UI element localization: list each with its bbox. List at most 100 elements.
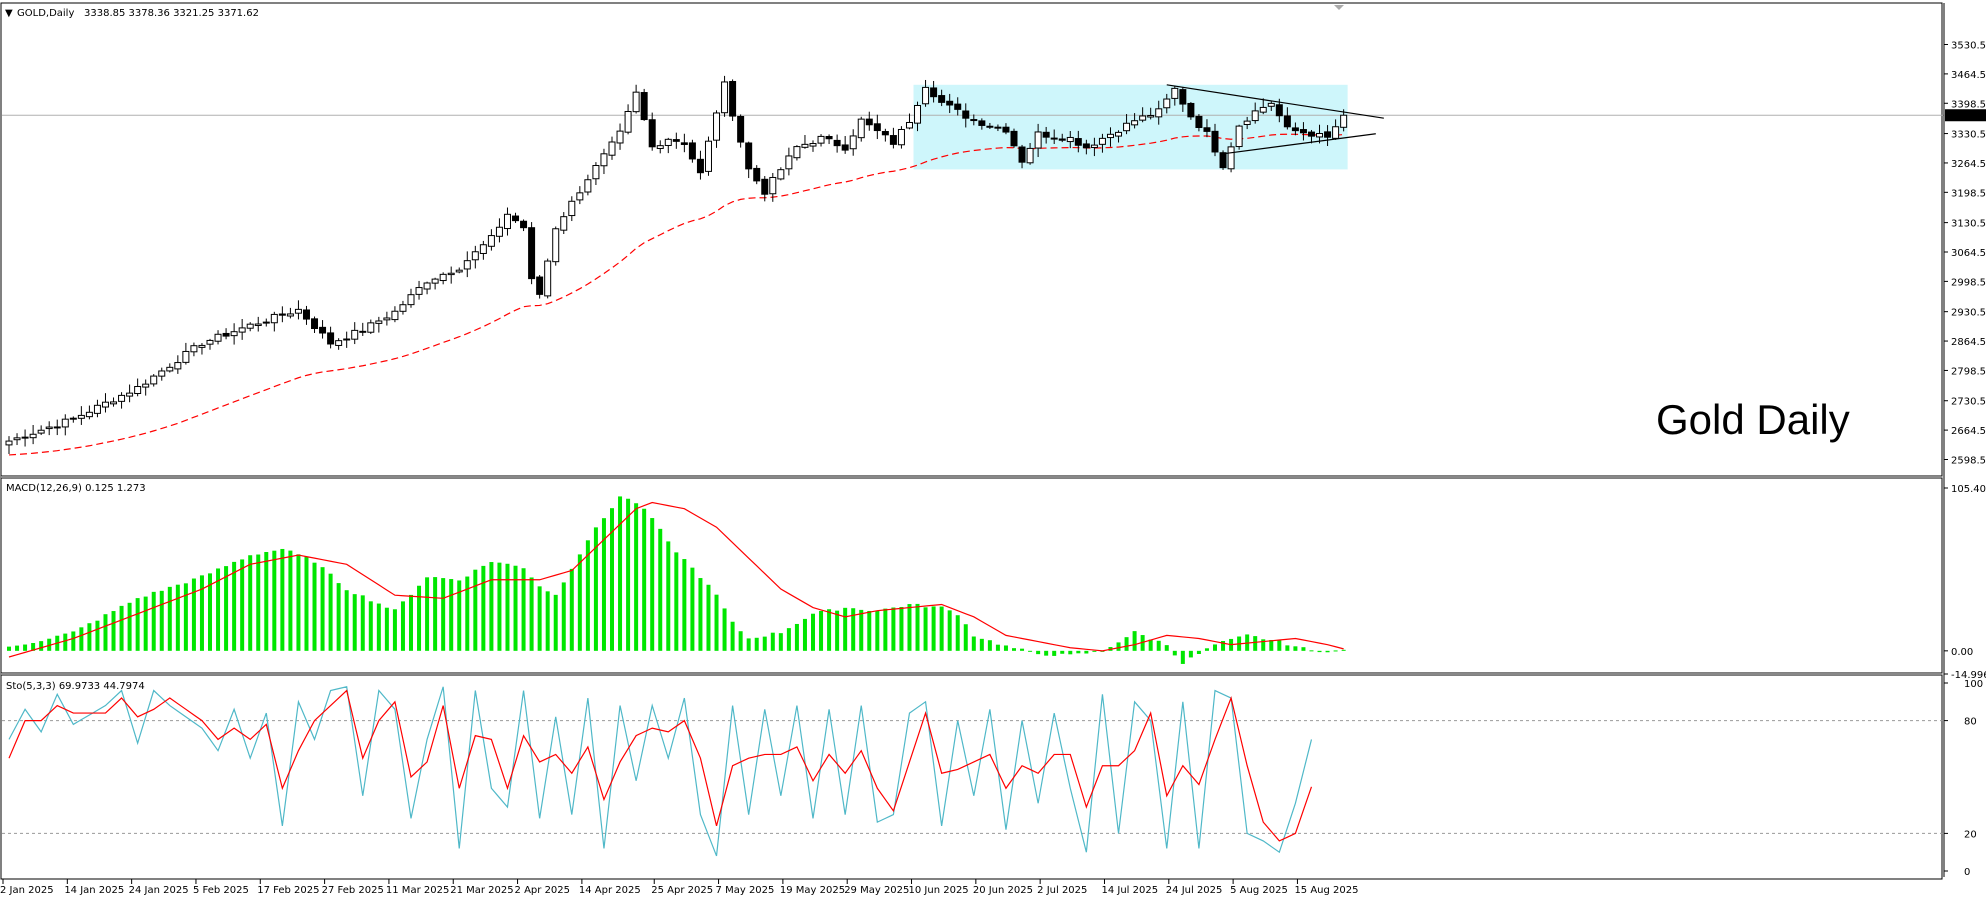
macd-bar xyxy=(1092,650,1097,652)
candle-body xyxy=(463,260,471,270)
symbol-menu-arrow[interactable]: ▼ xyxy=(5,8,13,19)
chart-shift-marker[interactable] xyxy=(1334,5,1344,10)
candle-body xyxy=(222,332,230,337)
candle-body xyxy=(1332,126,1340,139)
macd-bar xyxy=(39,641,44,651)
macd-bar xyxy=(843,607,848,651)
date-tick-label: 2 Apr 2025 xyxy=(515,885,570,896)
macd-histogram xyxy=(7,496,1346,664)
macd-bar xyxy=(135,598,140,651)
candle-body xyxy=(552,228,560,263)
macd-bar xyxy=(1196,650,1201,654)
macd-bar xyxy=(127,602,132,651)
macd-bar xyxy=(1188,650,1193,658)
macd-bar xyxy=(730,621,735,651)
candle-body xyxy=(777,169,785,180)
macd-bar xyxy=(7,646,11,651)
candle-body xyxy=(311,318,319,330)
macd-bar xyxy=(939,606,944,651)
macd-bar xyxy=(698,578,703,651)
candle-body xyxy=(753,167,761,182)
candle-body xyxy=(29,433,37,439)
macd-bar xyxy=(481,565,486,651)
macd-bar xyxy=(722,608,727,651)
macd-bar xyxy=(1148,639,1153,651)
macd-bar xyxy=(280,548,285,651)
ohlc-header: 3338.85 3378.36 3321.25 3371.62 xyxy=(84,8,259,19)
macd-bar xyxy=(256,554,261,651)
candle-body xyxy=(101,401,109,408)
candle-body xyxy=(922,86,930,105)
date-tick-label: 2 Jan 2025 xyxy=(0,885,54,896)
macd-bar xyxy=(851,608,856,651)
price-tick-label: 3264.50 xyxy=(1951,159,1986,170)
candles-group xyxy=(5,75,1348,454)
price-tick-label: 2664.50 xyxy=(1951,426,1986,437)
macd-bar xyxy=(1204,648,1209,651)
candle-body xyxy=(520,220,528,229)
macd-bar xyxy=(529,577,534,651)
macd-bar xyxy=(802,618,807,651)
candle-body xyxy=(1291,127,1299,132)
candle-body xyxy=(1115,131,1123,137)
candle-body xyxy=(1235,125,1243,148)
macd-bar xyxy=(1084,650,1089,654)
candle-body xyxy=(1195,115,1203,129)
candle-body xyxy=(69,417,77,420)
macd-bar xyxy=(778,633,783,651)
macd-bar xyxy=(642,508,647,651)
macd-bar xyxy=(1020,648,1025,651)
macd-bar xyxy=(272,550,277,651)
stoch-tick-label: 80 xyxy=(1964,717,1977,728)
macd-bar xyxy=(63,633,68,651)
candle-body xyxy=(592,165,600,180)
macd-bar xyxy=(248,555,253,651)
candle-body xyxy=(407,294,415,306)
macd-bar xyxy=(368,601,373,651)
macd-bar xyxy=(465,576,470,651)
macd-bar xyxy=(1269,639,1274,651)
candle-body xyxy=(61,418,69,428)
candle-body xyxy=(584,179,592,193)
candle-body xyxy=(841,144,849,151)
macd-bar xyxy=(15,645,20,651)
macd-bar xyxy=(875,610,880,651)
date-tick-label: 15 Aug 2025 xyxy=(1294,885,1358,896)
date-axis: 2 Jan 2025 14 Jan 2025 24 Jan 2025 5 Feb 20… xyxy=(0,878,1942,896)
candle-body xyxy=(1163,98,1171,109)
candle-body xyxy=(343,338,351,341)
candle-body xyxy=(600,153,608,167)
macd-bar xyxy=(224,566,229,651)
macd-bar xyxy=(457,580,462,651)
candle-body xyxy=(214,333,222,342)
macd-bar xyxy=(1003,645,1008,651)
candle-body xyxy=(1283,115,1291,128)
candle-body xyxy=(367,322,375,333)
macd-bar xyxy=(352,594,357,651)
price-tick-label: 2598.50 xyxy=(1951,456,1986,467)
candle-body xyxy=(1243,120,1251,126)
macd-bar xyxy=(770,632,775,651)
macd-bar xyxy=(95,620,100,651)
macd-bar xyxy=(360,595,365,651)
candle-body xyxy=(319,326,327,334)
macd-bar xyxy=(1132,631,1137,651)
macd-bar xyxy=(891,607,896,651)
candle-body xyxy=(1299,129,1307,134)
macd-bar xyxy=(1317,650,1322,653)
macd-bar xyxy=(955,615,960,651)
candle-body xyxy=(962,110,970,119)
candle-body xyxy=(536,276,544,295)
macd-bar xyxy=(674,552,679,651)
candle-body xyxy=(889,135,897,145)
candle-body xyxy=(576,192,584,201)
candle-body xyxy=(399,304,407,312)
candle-body xyxy=(881,131,889,136)
candle-body xyxy=(994,126,1002,129)
candle-body xyxy=(278,313,286,316)
macd-bar xyxy=(907,604,912,651)
candle-body xyxy=(616,130,624,144)
macd-bar xyxy=(1341,649,1346,651)
stoch-tick-label: 0 xyxy=(1964,867,1970,878)
candle-body xyxy=(1066,136,1074,143)
